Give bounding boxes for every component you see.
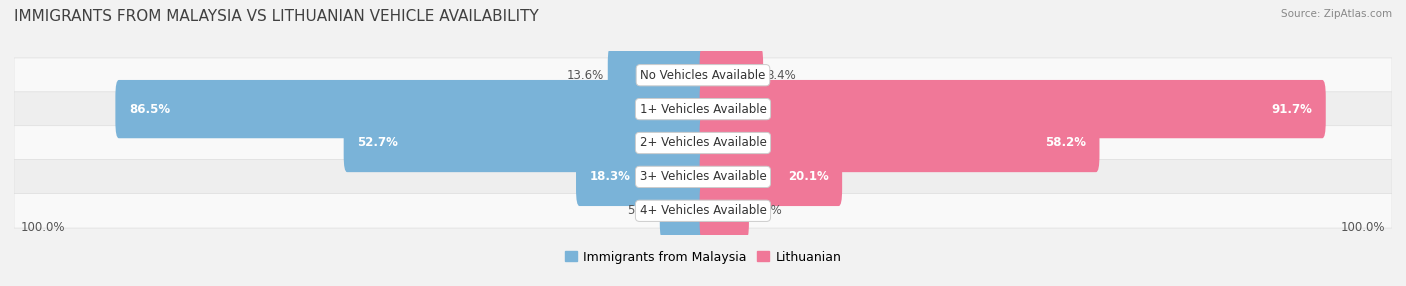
Text: 4+ Vehicles Available: 4+ Vehicles Available	[640, 204, 766, 217]
Text: 91.7%: 91.7%	[1271, 103, 1312, 116]
Text: 100.0%: 100.0%	[21, 221, 65, 234]
FancyBboxPatch shape	[700, 148, 842, 206]
FancyBboxPatch shape	[659, 182, 706, 240]
Text: 18.3%: 18.3%	[589, 170, 630, 183]
FancyBboxPatch shape	[700, 114, 1099, 172]
Text: 52.7%: 52.7%	[357, 136, 398, 150]
Text: 3+ Vehicles Available: 3+ Vehicles Available	[640, 170, 766, 183]
FancyBboxPatch shape	[576, 148, 706, 206]
Text: No Vehicles Available: No Vehicles Available	[640, 69, 766, 82]
FancyBboxPatch shape	[700, 182, 749, 240]
Text: IMMIGRANTS FROM MALAYSIA VS LITHUANIAN VEHICLE AVAILABILITY: IMMIGRANTS FROM MALAYSIA VS LITHUANIAN V…	[14, 9, 538, 23]
Text: 8.4%: 8.4%	[766, 69, 796, 82]
FancyBboxPatch shape	[700, 46, 763, 104]
FancyBboxPatch shape	[14, 58, 1392, 92]
Text: Source: ZipAtlas.com: Source: ZipAtlas.com	[1281, 9, 1392, 19]
FancyBboxPatch shape	[14, 126, 1392, 160]
FancyBboxPatch shape	[14, 92, 1392, 126]
Text: 1+ Vehicles Available: 1+ Vehicles Available	[640, 103, 766, 116]
Legend: Immigrants from Malaysia, Lithuanian: Immigrants from Malaysia, Lithuanian	[560, 246, 846, 269]
Text: 58.2%: 58.2%	[1045, 136, 1085, 150]
FancyBboxPatch shape	[14, 160, 1392, 194]
Text: 20.1%: 20.1%	[787, 170, 828, 183]
Text: 100.0%: 100.0%	[1341, 221, 1385, 234]
FancyBboxPatch shape	[115, 80, 706, 138]
Text: 2+ Vehicles Available: 2+ Vehicles Available	[640, 136, 766, 150]
FancyBboxPatch shape	[607, 46, 706, 104]
Text: 86.5%: 86.5%	[129, 103, 170, 116]
Text: 13.6%: 13.6%	[567, 69, 605, 82]
FancyBboxPatch shape	[700, 80, 1326, 138]
FancyBboxPatch shape	[14, 194, 1392, 228]
FancyBboxPatch shape	[343, 114, 706, 172]
Text: 5.9%: 5.9%	[627, 204, 657, 217]
Text: 6.3%: 6.3%	[752, 204, 782, 217]
